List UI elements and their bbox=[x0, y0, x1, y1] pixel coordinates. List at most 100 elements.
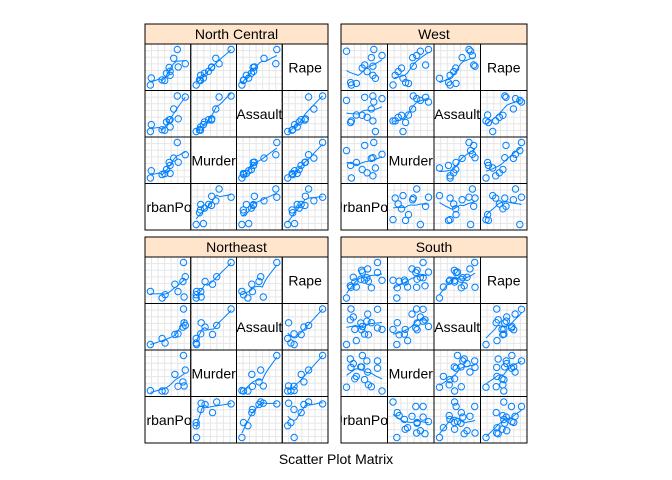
data-point bbox=[363, 274, 371, 282]
data-point bbox=[471, 363, 479, 372]
data-point bbox=[413, 51, 421, 60]
data-point bbox=[238, 287, 246, 296]
cell-north-central-assault-vs-urbanpop bbox=[144, 90, 192, 138]
data-point bbox=[503, 427, 511, 435]
data-point bbox=[288, 206, 296, 214]
data-point bbox=[199, 219, 208, 228]
data-point bbox=[419, 413, 427, 421]
data-point bbox=[450, 169, 458, 177]
data-point bbox=[162, 69, 171, 78]
data-point bbox=[196, 206, 205, 214]
data-point bbox=[304, 93, 313, 101]
data-point bbox=[393, 340, 401, 349]
data-point bbox=[192, 433, 201, 442]
data-point bbox=[465, 45, 473, 54]
data-point bbox=[501, 92, 509, 100]
data-point bbox=[450, 200, 458, 208]
data-point bbox=[500, 375, 508, 384]
data-point bbox=[192, 220, 200, 229]
cell-west-urbanpop-vs-assault bbox=[433, 183, 481, 231]
data-point bbox=[158, 387, 166, 395]
data-point bbox=[346, 161, 355, 170]
data-point bbox=[511, 185, 520, 193]
cell-grid bbox=[434, 137, 481, 184]
data-point bbox=[466, 412, 474, 420]
data-point bbox=[503, 313, 511, 321]
data-point bbox=[318, 92, 327, 100]
data-point bbox=[458, 53, 466, 62]
data-point bbox=[499, 331, 507, 339]
data-point bbox=[450, 375, 459, 383]
data-point bbox=[516, 96, 524, 105]
data-point bbox=[500, 330, 508, 338]
data-point bbox=[250, 192, 259, 201]
data-point bbox=[450, 363, 458, 371]
data-point bbox=[394, 67, 402, 76]
panel-border bbox=[144, 23, 329, 231]
data-point bbox=[495, 113, 504, 122]
data-point bbox=[509, 105, 518, 113]
data-point bbox=[364, 310, 372, 318]
data-point bbox=[174, 330, 182, 338]
data-point bbox=[492, 383, 500, 391]
data-point bbox=[181, 151, 190, 159]
data-point bbox=[227, 193, 235, 201]
data-point bbox=[158, 126, 166, 134]
diagonal-label-urbanpop: UrbanPop bbox=[136, 199, 199, 215]
data-point bbox=[463, 359, 471, 368]
cell-north-central-murder-vs-assault bbox=[236, 136, 283, 184]
data-point bbox=[162, 118, 171, 126]
cell-west-assault-vs-murder bbox=[387, 90, 435, 138]
data-point bbox=[471, 62, 479, 70]
cell-north-central-rape-vs-rape: Rape bbox=[281, 43, 329, 91]
data-point bbox=[310, 105, 318, 113]
data-point bbox=[238, 174, 246, 182]
data-point bbox=[165, 63, 173, 72]
data-point bbox=[466, 47, 475, 55]
data-point bbox=[215, 60, 223, 68]
data-point bbox=[502, 93, 510, 102]
data-point bbox=[273, 45, 281, 54]
data-point bbox=[248, 287, 257, 296]
cell-south-murder-vs-murder: Murder bbox=[387, 349, 435, 397]
data-point bbox=[460, 282, 468, 290]
data-point bbox=[197, 330, 205, 338]
smoother-line bbox=[287, 402, 323, 422]
data-point bbox=[208, 330, 217, 339]
cell-west-rape-vs-rape: Rape bbox=[480, 43, 528, 91]
data-point bbox=[179, 378, 187, 386]
data-point bbox=[272, 185, 280, 193]
cell-south-rape-vs-urbanpop bbox=[340, 256, 388, 304]
data-point bbox=[180, 319, 188, 327]
data-point bbox=[507, 402, 516, 411]
data-point bbox=[304, 151, 313, 159]
data-point bbox=[399, 127, 407, 136]
data-point bbox=[507, 324, 516, 332]
data-point bbox=[446, 415, 454, 424]
smoother-line bbox=[241, 264, 278, 295]
cell-west-assault-vs-rape bbox=[480, 90, 528, 138]
data-point bbox=[439, 424, 448, 432]
data-point bbox=[301, 192, 310, 201]
data-point bbox=[445, 381, 453, 389]
data-point bbox=[458, 154, 466, 163]
strip-label-south: South bbox=[416, 239, 453, 255]
cell-grid bbox=[236, 257, 283, 304]
data-point bbox=[484, 216, 493, 225]
data-point bbox=[389, 276, 397, 284]
data-point bbox=[378, 387, 386, 395]
cell-south-murder-vs-assault bbox=[433, 349, 481, 397]
data-point bbox=[146, 127, 155, 136]
data-point bbox=[452, 268, 460, 277]
data-point bbox=[290, 386, 298, 395]
data-point bbox=[493, 336, 501, 345]
data-point bbox=[301, 158, 310, 166]
data-point bbox=[297, 116, 305, 124]
data-point bbox=[421, 202, 430, 211]
data-point bbox=[493, 372, 501, 381]
diagonal-label-murder: Murder bbox=[191, 152, 236, 168]
data-point bbox=[181, 60, 190, 68]
data-point bbox=[201, 277, 209, 286]
data-point bbox=[147, 167, 156, 175]
data-point bbox=[360, 330, 369, 338]
